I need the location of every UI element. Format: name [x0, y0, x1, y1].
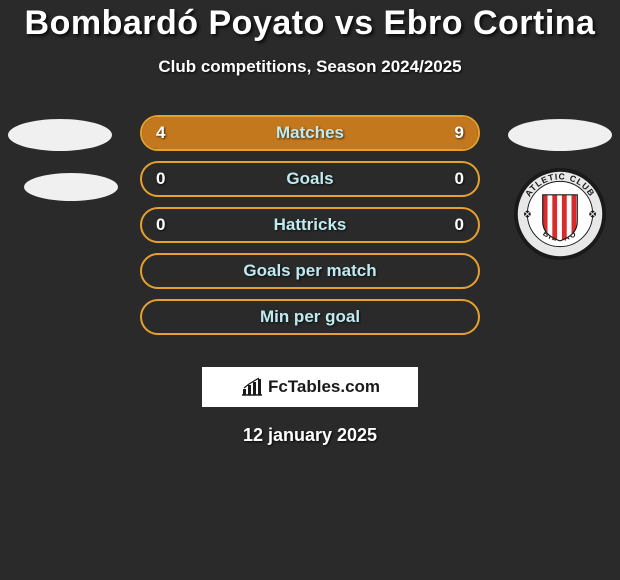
stat-row: Min per goal — [140, 299, 480, 335]
stat-label: Goals — [286, 169, 333, 189]
stat-label: Hattricks — [274, 215, 347, 235]
date-text: 12 january 2025 — [0, 425, 620, 446]
stat-value-left: 0 — [156, 215, 165, 235]
stat-bars: 4 Matches 9 0 Goals 0 0 Hattricks 0 Goals per mat… — [140, 115, 480, 345]
player-left-avatar — [8, 119, 112, 151]
branding-text: FcTables.com — [268, 377, 380, 397]
stat-row: 0 Hattricks 0 — [140, 207, 480, 243]
stats-area: ATLETIC CLUB BILBAO — [0, 115, 620, 355]
page-title: Bombardó Poyato vs Ebro Cortina — [0, 4, 620, 43]
athletic-bilbao-crest-icon: ATLETIC CLUB BILBAO — [512, 166, 608, 262]
player-right-avatar — [508, 119, 612, 151]
stat-value-left: 4 — [156, 123, 165, 143]
subtitle: Club competitions, Season 2024/2025 — [0, 57, 620, 77]
stat-label: Matches — [276, 123, 344, 143]
stat-label: Min per goal — [260, 307, 360, 327]
stat-label: Goals per match — [243, 261, 376, 281]
club-badge-right: ATLETIC CLUB BILBAO — [512, 173, 608, 255]
club-badge-left — [24, 173, 118, 201]
bar-chart-icon — [240, 377, 264, 397]
stat-value-left: 0 — [156, 169, 165, 189]
stat-value-right: 0 — [455, 215, 464, 235]
branding-badge: FcTables.com — [202, 367, 418, 407]
stat-row: Goals per match — [140, 253, 480, 289]
comparison-card: Bombardó Poyato vs Ebro Cortina Club com… — [0, 0, 620, 446]
stat-value-right: 0 — [455, 169, 464, 189]
stat-row: 4 Matches 9 — [140, 115, 480, 151]
stat-value-right: 9 — [455, 123, 464, 143]
stat-row: 0 Goals 0 — [140, 161, 480, 197]
